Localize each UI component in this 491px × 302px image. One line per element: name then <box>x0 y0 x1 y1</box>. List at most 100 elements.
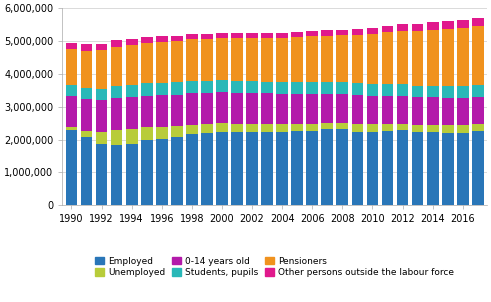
Bar <box>186 39 198 81</box>
Bar <box>231 38 243 81</box>
Bar <box>427 85 438 97</box>
Bar <box>246 38 258 81</box>
Bar <box>412 86 423 98</box>
Bar <box>186 34 198 39</box>
Bar <box>442 86 454 98</box>
Bar <box>412 24 423 31</box>
Bar <box>246 124 258 131</box>
Bar <box>246 93 258 124</box>
Bar <box>186 93 198 125</box>
Bar <box>201 93 213 124</box>
Bar <box>397 130 409 205</box>
Bar <box>96 132 108 144</box>
Bar <box>291 124 303 131</box>
Bar <box>382 33 393 84</box>
Bar <box>352 35 363 83</box>
Bar <box>322 94 333 123</box>
Bar <box>141 96 153 127</box>
Bar <box>141 140 153 205</box>
Bar <box>306 37 318 82</box>
Bar <box>261 38 273 82</box>
Bar <box>276 33 288 38</box>
Bar <box>216 124 228 132</box>
Bar <box>216 33 228 38</box>
Bar <box>156 139 167 205</box>
Bar <box>231 124 243 132</box>
Bar <box>216 80 228 92</box>
Bar <box>276 38 288 82</box>
Bar <box>81 88 92 99</box>
Bar <box>276 82 288 94</box>
Bar <box>291 94 303 124</box>
Bar <box>96 88 108 100</box>
Bar <box>216 132 228 205</box>
Bar <box>352 124 363 132</box>
Bar <box>201 81 213 93</box>
Bar <box>457 125 468 133</box>
Bar <box>201 124 213 133</box>
Bar <box>367 28 379 34</box>
Bar <box>367 34 379 84</box>
Bar <box>66 85 78 96</box>
Bar <box>412 125 423 132</box>
Bar <box>276 94 288 124</box>
Bar <box>111 145 122 205</box>
Bar <box>397 31 409 84</box>
Bar <box>156 127 167 139</box>
Bar <box>81 50 92 88</box>
Bar <box>66 43 78 49</box>
Bar <box>81 130 92 137</box>
Bar <box>427 30 438 85</box>
Bar <box>171 95 183 126</box>
Bar <box>246 81 258 93</box>
Bar <box>66 49 78 85</box>
Bar <box>276 132 288 205</box>
Legend: Employed, Unemployed, 0-14 years old, Students, pupils, Pensioners, Other person: Employed, Unemployed, 0-14 years old, St… <box>92 253 458 281</box>
Bar <box>382 131 393 205</box>
Bar <box>472 85 484 97</box>
Bar <box>246 33 258 38</box>
Bar <box>96 144 108 205</box>
Bar <box>126 97 137 129</box>
Bar <box>186 81 198 93</box>
Bar <box>156 42 167 83</box>
Bar <box>472 26 484 85</box>
Bar <box>367 124 379 132</box>
Bar <box>442 29 454 86</box>
Bar <box>126 129 137 144</box>
Bar <box>141 37 153 43</box>
Bar <box>442 133 454 205</box>
Bar <box>81 137 92 205</box>
Bar <box>66 96 78 127</box>
Bar <box>457 28 468 86</box>
Bar <box>367 96 379 124</box>
Bar <box>442 98 454 125</box>
Bar <box>96 43 108 50</box>
Bar <box>231 33 243 38</box>
Bar <box>397 96 409 124</box>
Bar <box>96 100 108 132</box>
Bar <box>141 127 153 140</box>
Bar <box>352 83 363 95</box>
Bar <box>261 132 273 205</box>
Bar <box>141 43 153 83</box>
Bar <box>141 83 153 96</box>
Bar <box>322 36 333 82</box>
Bar <box>171 82 183 95</box>
Bar <box>81 44 92 50</box>
Bar <box>186 125 198 134</box>
Bar <box>412 31 423 86</box>
Bar <box>336 94 348 123</box>
Bar <box>81 99 92 130</box>
Bar <box>276 124 288 132</box>
Bar <box>322 82 333 94</box>
Bar <box>66 130 78 205</box>
Bar <box>412 132 423 205</box>
Bar <box>261 124 273 132</box>
Bar <box>336 30 348 35</box>
Bar <box>397 24 409 31</box>
Bar <box>111 40 122 47</box>
Bar <box>352 95 363 124</box>
Bar <box>322 31 333 36</box>
Bar <box>156 95 167 127</box>
